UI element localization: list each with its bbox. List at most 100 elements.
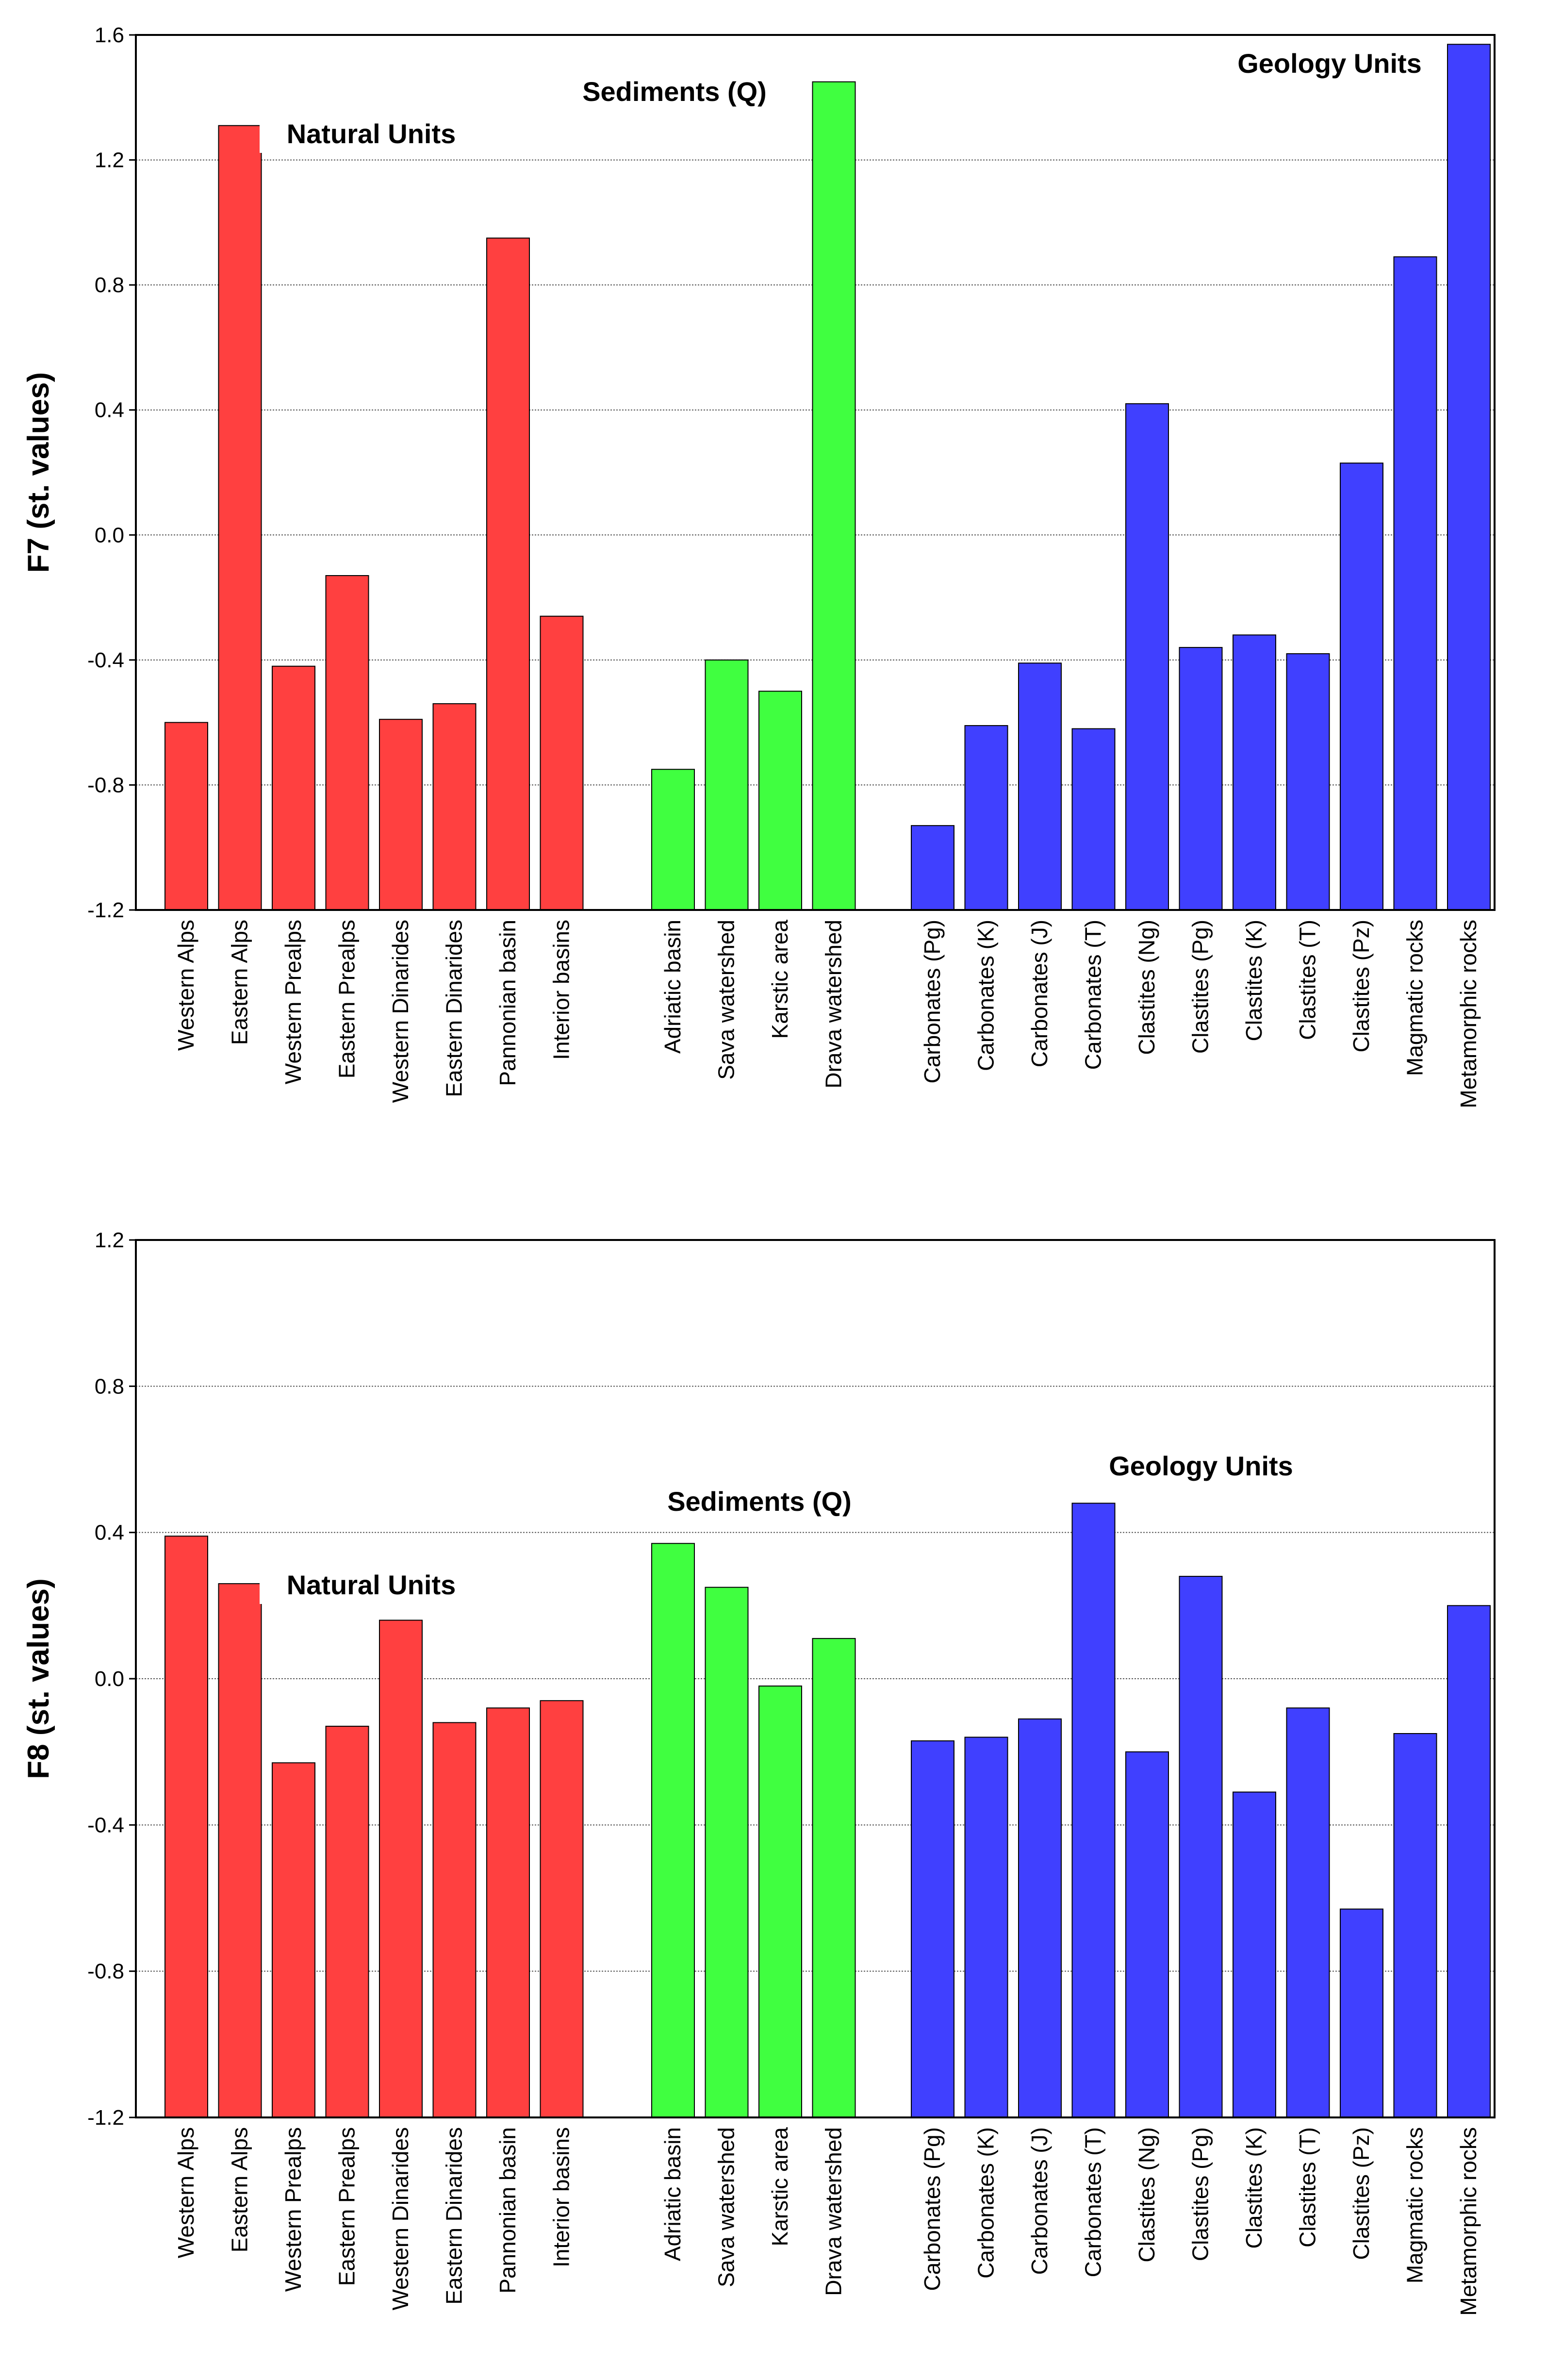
category-label: Western Alps bbox=[173, 2127, 198, 2258]
y-tick-label: -1.2 bbox=[87, 898, 124, 922]
bar-clastites-pg- bbox=[1179, 647, 1223, 910]
y-tick-label: 0.8 bbox=[95, 273, 124, 297]
group-label: Natural Units bbox=[287, 118, 456, 149]
bar-carbonates-k- bbox=[964, 1736, 1008, 2118]
category-label: Clastites (T) bbox=[1295, 2127, 1320, 2248]
bar-adriatic-basin bbox=[651, 1543, 695, 2118]
category-label: Eastern Alps bbox=[227, 920, 252, 1045]
bar-interior-basins bbox=[540, 615, 584, 910]
chart-panel-f7: Western Alps Eastern Alps Western Prealps E… bbox=[22, 23, 1496, 1108]
chart-panel-f8: Western Alps Eastern Alps Western Prealps E… bbox=[22, 1228, 1496, 2316]
group-label-bg bbox=[1089, 1450, 1313, 1485]
category-label: Eastern Prealps bbox=[334, 920, 360, 1078]
category-label: Sava watershed bbox=[714, 2127, 739, 2287]
category-label: Interior basins bbox=[549, 920, 574, 1060]
category-label: Eastern Dinarides bbox=[442, 2127, 467, 2305]
category-label: Clastites (Ng) bbox=[1134, 2127, 1159, 2263]
group-label: Sediments (Q) bbox=[582, 76, 767, 107]
group-label: Geology Units bbox=[1237, 48, 1422, 79]
bar-drava-watershed bbox=[812, 81, 856, 911]
group-label-bg bbox=[260, 1569, 483, 1604]
y-tick-label: -0.4 bbox=[87, 1813, 124, 1837]
category-label: Metamorphic rocks bbox=[1456, 2127, 1481, 2316]
bar-clastites-k- bbox=[1233, 1791, 1276, 2118]
y-axis-title: F8 (st. values) bbox=[22, 1578, 55, 1779]
bar-eastern-prealps bbox=[325, 1725, 369, 2118]
category-label: Pannonian basin bbox=[495, 920, 520, 1086]
category-label: Eastern Alps bbox=[227, 2127, 252, 2252]
bar-carbonates-pg- bbox=[911, 1740, 954, 2118]
category-label: Western Alps bbox=[173, 920, 198, 1051]
category-label: Clastites (Ng) bbox=[1134, 920, 1159, 1055]
bar-pannonian-basin bbox=[486, 237, 530, 910]
bar-western-dinarides bbox=[379, 719, 423, 911]
bar-drava-watershed bbox=[812, 1638, 856, 2118]
bar-clastites-k- bbox=[1233, 634, 1276, 911]
plot-frame bbox=[135, 34, 1496, 911]
y-tick-label: -0.8 bbox=[87, 773, 124, 797]
group-label-bg bbox=[1218, 48, 1441, 83]
bar-western-prealps bbox=[272, 1762, 315, 2118]
category-label: Clastites (K) bbox=[1241, 2127, 1266, 2248]
category-label: Clastites (K) bbox=[1241, 920, 1266, 1041]
category-label: Karstic area bbox=[767, 920, 792, 1039]
category-label: Pannonian basin bbox=[495, 2127, 520, 2294]
y-tick-label: 0.4 bbox=[95, 398, 124, 422]
y-tick-label: 1.2 bbox=[95, 1228, 124, 1252]
bar-clastites-t- bbox=[1286, 653, 1330, 910]
bar-metamorphic-rocks bbox=[1447, 44, 1491, 910]
category-label: Carbonates (T) bbox=[1081, 920, 1106, 1070]
bar-pannonian-basin bbox=[486, 1707, 530, 2118]
y-tick-label: 0.4 bbox=[95, 1521, 124, 1545]
bar-western-prealps bbox=[272, 665, 315, 910]
bar-clastites-t- bbox=[1286, 1707, 1330, 2118]
category-label: Carbonates (K) bbox=[973, 2127, 999, 2279]
bar-western-alps bbox=[164, 722, 208, 910]
group-label: Natural Units bbox=[287, 1570, 456, 1600]
bar-adriatic-basin bbox=[651, 769, 695, 911]
category-label: Carbonates (Pg) bbox=[920, 920, 945, 1084]
bar-interior-basins bbox=[540, 1700, 584, 2118]
category-label: Drava watershed bbox=[821, 2127, 846, 2296]
y-axis-title: F7 (st. values) bbox=[22, 372, 55, 573]
bar-clastites-pz- bbox=[1340, 463, 1383, 910]
bar-karstic-area bbox=[758, 691, 802, 910]
bar-eastern-dinarides bbox=[432, 703, 477, 911]
category-label: Karstic area bbox=[767, 2127, 792, 2247]
bar-clastites-pz- bbox=[1340, 1908, 1383, 2118]
bar-carbonates-k- bbox=[964, 725, 1008, 910]
y-tick-label: 1.2 bbox=[95, 149, 124, 172]
y-tick-label: 0.8 bbox=[95, 1374, 124, 1398]
bar-magmatic-rocks bbox=[1393, 1733, 1437, 2118]
bar-carbonates-t- bbox=[1071, 728, 1116, 911]
category-label: Clastites (Pg) bbox=[1188, 920, 1213, 1054]
y-tick-label: 0.0 bbox=[95, 523, 124, 547]
group-label-bg bbox=[648, 1486, 871, 1521]
bar-carbonates-pg- bbox=[911, 825, 954, 910]
category-label: Clastites (Pg) bbox=[1188, 2127, 1213, 2261]
bar-carbonates-j- bbox=[1018, 1718, 1062, 2118]
category-label: Carbonates (Pg) bbox=[920, 2127, 945, 2291]
category-label: Western Dinarides bbox=[388, 920, 413, 1103]
bar-sava-watershed bbox=[705, 1587, 749, 2118]
group-label: Geology Units bbox=[1109, 1451, 1293, 1481]
bar-metamorphic-rocks bbox=[1447, 1605, 1491, 2118]
y-tick-label: -1.2 bbox=[87, 2106, 124, 2130]
category-label: Clastites (Pz) bbox=[1349, 2127, 1374, 2260]
category-label: Carbonates (K) bbox=[973, 920, 999, 1071]
category-label: Carbonates (J) bbox=[1027, 2127, 1052, 2275]
y-tick-label: 1.6 bbox=[95, 23, 124, 47]
category-label: Sava watershed bbox=[714, 920, 739, 1080]
category-label: Clastites (T) bbox=[1295, 920, 1320, 1040]
category-label: Drava watershed bbox=[821, 920, 846, 1089]
bar-western-dinarides bbox=[379, 1620, 423, 2118]
bar-carbonates-j- bbox=[1018, 662, 1062, 910]
bar-western-alps bbox=[164, 1536, 208, 2118]
group-label-bg bbox=[260, 118, 483, 153]
bar-karstic-area bbox=[758, 1686, 802, 2118]
category-label: Western Prealps bbox=[280, 920, 306, 1084]
bar-magmatic-rocks bbox=[1393, 256, 1437, 910]
bar-eastern-alps bbox=[218, 125, 262, 911]
category-label: Magmatic rocks bbox=[1402, 2127, 1428, 2283]
y-tick-label: -0.4 bbox=[87, 648, 124, 672]
